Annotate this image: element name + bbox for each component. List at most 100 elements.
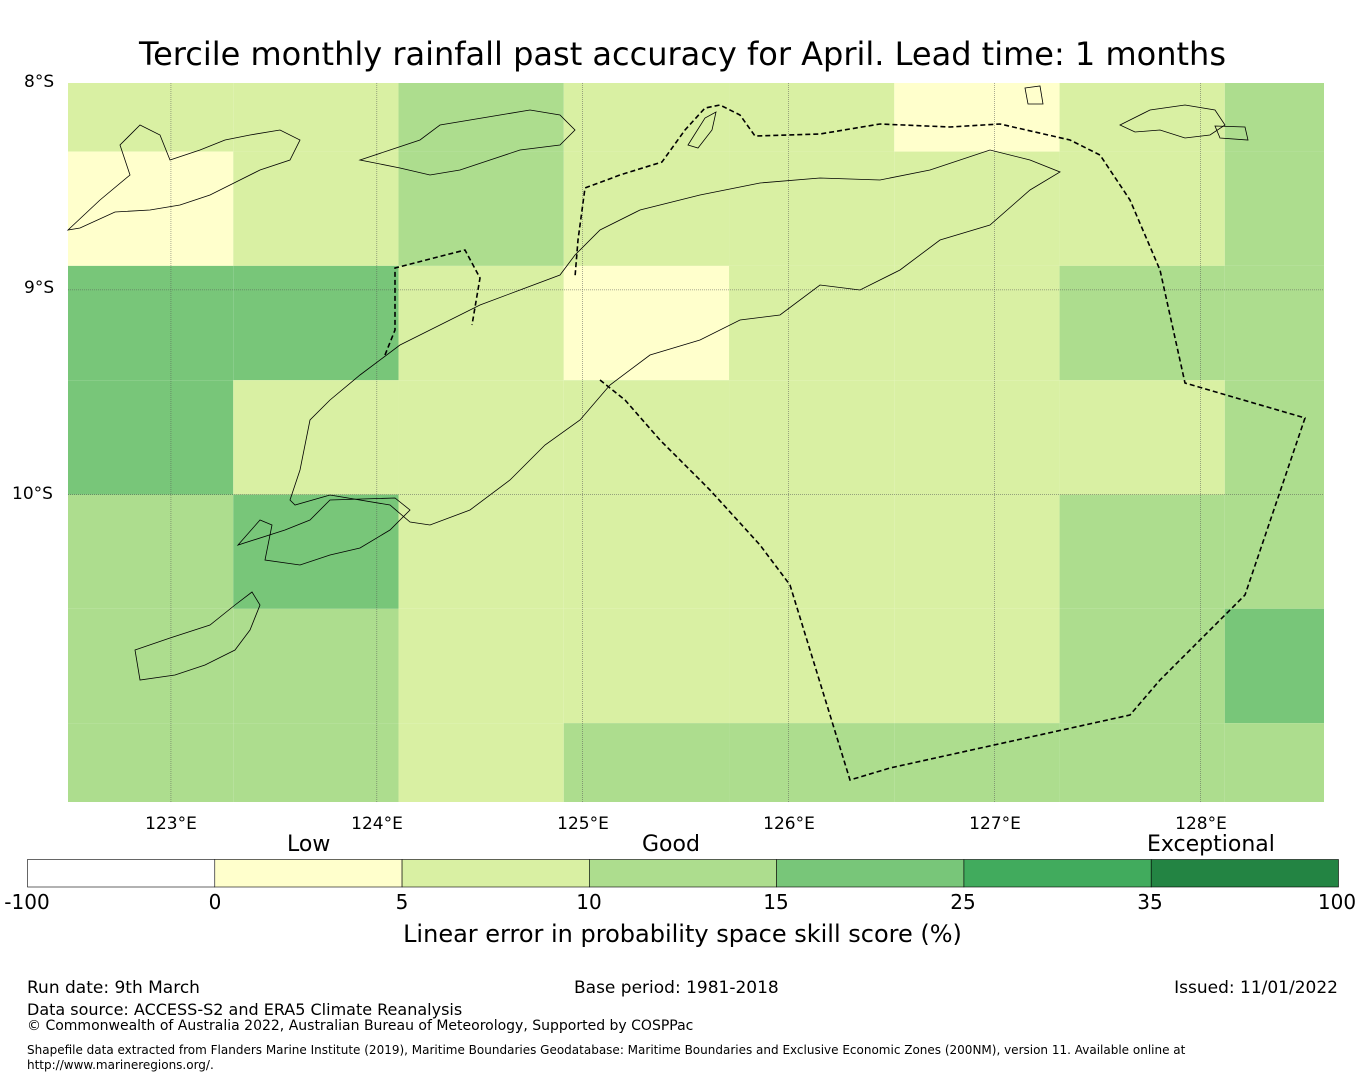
shapefile-url: http://www.marineregions.org/. [27, 1058, 214, 1072]
lon-label-125e: 125°E [557, 814, 609, 834]
grid-cell [233, 494, 399, 609]
grid-cell [729, 380, 895, 495]
grid-cell [68, 151, 234, 266]
colorbar-segment [401, 859, 590, 888]
grid-cell [729, 265, 895, 381]
grid-cell [233, 151, 399, 266]
grid-cell [398, 151, 564, 266]
flores-coastline [66, 124, 301, 231]
eez-boundary-east [574, 104, 1307, 781]
colorbar-segment [589, 859, 777, 888]
colorbar-segment [214, 859, 403, 888]
lat-label-9s: 9°S [24, 278, 55, 298]
grid-cell [233, 723, 399, 802]
lon-label-123e: 123°E [145, 814, 197, 834]
grid-cell [1059, 723, 1225, 802]
grid-cell [68, 608, 234, 724]
grid-cell [1224, 723, 1324, 802]
timor-coastline [289, 149, 1061, 526]
grid-cell [563, 265, 730, 381]
islet-coastline [1024, 85, 1044, 105]
grid-cell [729, 723, 895, 802]
issued-date: Issued: 11/01/2022 [1174, 978, 1338, 998]
grid-cell [233, 265, 399, 381]
colorbar-tick: 5 [395, 890, 409, 914]
grid-cell [233, 608, 399, 724]
grid-cell [1224, 265, 1324, 381]
rainfall-accuracy-map [66, 83, 1324, 802]
islet2-coastline [687, 111, 717, 149]
grid-cell [729, 83, 895, 152]
grid-cell [894, 265, 1060, 381]
grid-cell [729, 608, 895, 724]
grid-cell [1224, 494, 1324, 609]
grid-cell [1059, 83, 1225, 152]
lon-label-128e: 128°E [1175, 814, 1227, 834]
base-period: Base period: 1981-2018 [574, 978, 779, 998]
grid-cell [894, 380, 1060, 495]
grid-cell [894, 608, 1060, 724]
colorbar-segment [1150, 859, 1339, 888]
category-good: Good [642, 832, 700, 857]
colorbar-tick: 0 [208, 890, 222, 914]
lat-label-8s: 8°S [24, 72, 55, 92]
colorbar-tick: 35 [1137, 890, 1163, 914]
run-date: Run date: 9th March [27, 978, 200, 998]
grid-cell [1224, 380, 1324, 495]
grid-cell [729, 494, 895, 609]
grid-cell [894, 151, 1060, 266]
grid-cell [1059, 608, 1225, 724]
grid-cell [1059, 265, 1225, 381]
grid-cell [563, 380, 730, 495]
colorbar-segment [963, 859, 1152, 888]
lon-label-127e: 127°E [969, 814, 1021, 834]
grid-cell [233, 83, 399, 152]
category-low: Low [287, 832, 331, 857]
grid-cell [894, 723, 1060, 802]
colorbar-tick: 100 [1317, 890, 1357, 914]
grid-cell [68, 494, 234, 609]
grid-cell [1224, 608, 1324, 724]
grid-cell [729, 151, 895, 266]
lat-label-10s: 10°S [12, 484, 53, 504]
copyright: © Commonwealth of Australia 2022, Austra… [27, 1018, 694, 1034]
coastlines [66, 85, 1249, 681]
colorbar-segment [776, 859, 965, 888]
colorbar-tick: 25 [950, 890, 976, 914]
grid-cell [398, 83, 564, 152]
colorbar-tick: -100 [4, 890, 50, 914]
graticule [68, 83, 1324, 802]
eez-boundary-west [384, 249, 481, 356]
category-exceptional: Exceptional [1147, 832, 1275, 857]
grid-cell [563, 723, 730, 802]
grid-cell [398, 380, 564, 495]
grid-cell [398, 265, 564, 381]
savu-coastline [134, 591, 261, 681]
grid-cell [563, 83, 730, 152]
map-title: Tercile monthly rainfall past accuracy f… [139, 35, 1226, 73]
colorbar-tick: 15 [763, 890, 789, 914]
grid-cell [894, 83, 1060, 152]
rote-coastline [236, 497, 411, 566]
colorbar-label: Linear error in probability space skill … [403, 920, 962, 948]
grid-cell [563, 608, 730, 724]
grid-cell [1059, 151, 1225, 266]
grid-cell [1059, 380, 1225, 495]
grid-cell [233, 380, 399, 495]
lon-label-124e: 124°E [351, 814, 403, 834]
grid-cell [398, 608, 564, 724]
skill-grid [68, 83, 1324, 802]
grid-cell [68, 83, 234, 152]
grid-cell [398, 723, 564, 802]
grid-cell [398, 494, 564, 609]
grid-cell [1224, 151, 1324, 266]
alor-coastline [358, 109, 576, 176]
islet3-coastline [1214, 125, 1249, 141]
wetar-coastline [1119, 104, 1226, 139]
grid-cell [68, 723, 234, 802]
grid-cell [894, 494, 1060, 609]
grid-cell [68, 265, 234, 381]
grid-cell [1224, 83, 1324, 152]
grid-cell [1059, 494, 1225, 609]
lon-label-126e: 126°E [763, 814, 815, 834]
